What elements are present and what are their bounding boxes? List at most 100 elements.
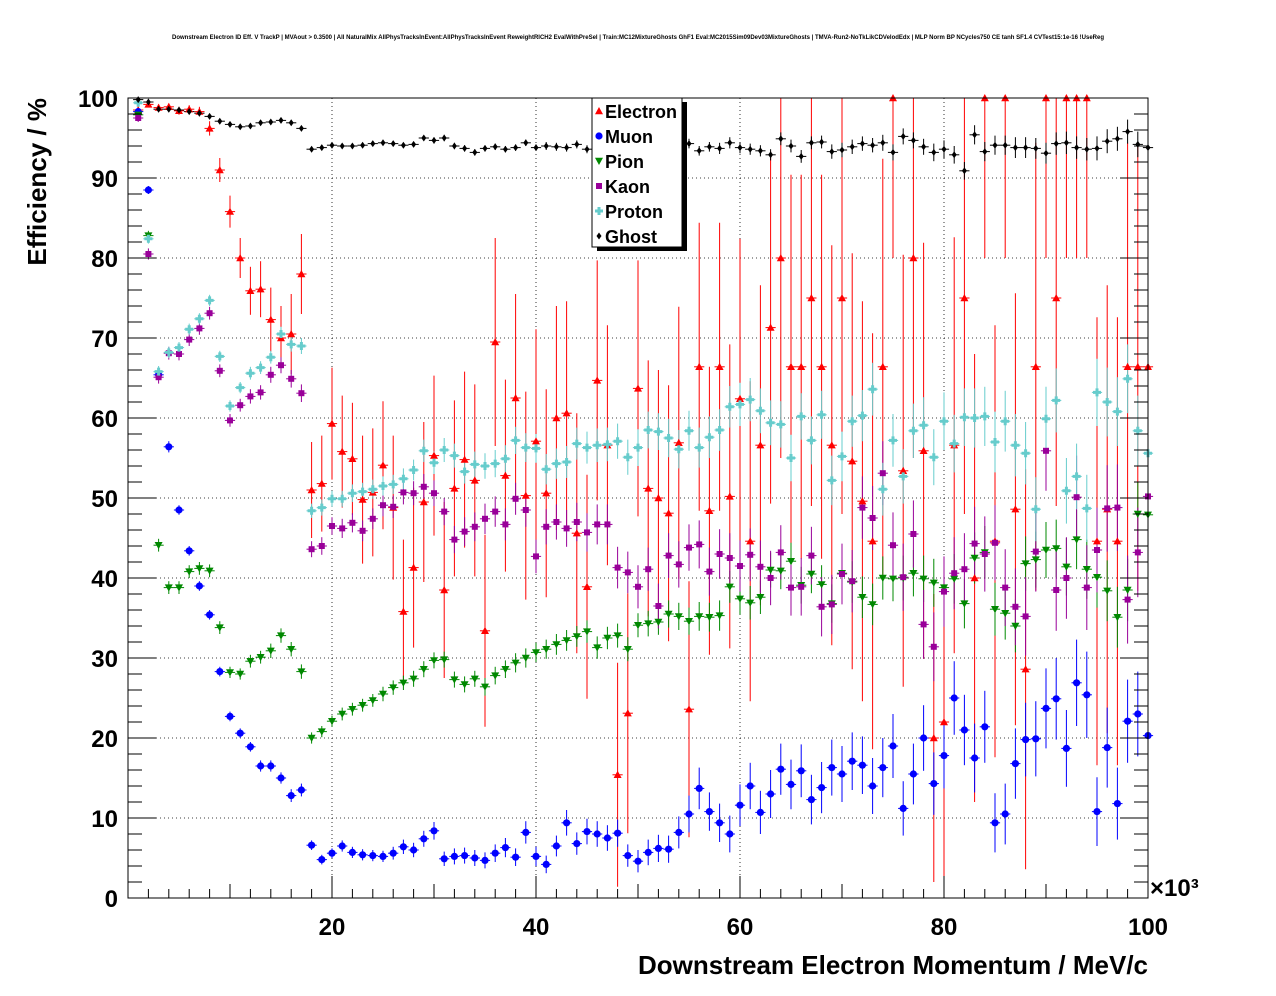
data-point [196, 109, 202, 117]
data-point [685, 426, 693, 435]
data-point [431, 490, 437, 497]
data-point [501, 666, 510, 674]
legend: Electron Muon Pion Kaon Proton Ghost [591, 97, 687, 251]
data-point [583, 443, 591, 452]
data-point [532, 852, 540, 861]
data-point [338, 842, 346, 850]
data-point [717, 144, 723, 152]
data-point [268, 118, 274, 126]
data-point [482, 515, 488, 522]
data-point [665, 552, 672, 559]
data-point [419, 446, 428, 455]
data-point [849, 143, 855, 151]
data-point [1114, 504, 1121, 511]
data-point [472, 148, 478, 156]
data-point [675, 828, 683, 837]
data-point [980, 412, 989, 421]
data-point [970, 414, 979, 422]
data-point [441, 508, 448, 515]
data-point [563, 525, 570, 532]
data-point [481, 462, 489, 470]
data-point [940, 752, 948, 760]
data-point [696, 541, 703, 548]
data-point [542, 646, 551, 654]
data-point [960, 600, 969, 608]
data-point [246, 658, 255, 666]
data-point [919, 446, 928, 454]
data-point [665, 845, 673, 853]
data-point [348, 454, 357, 462]
data-point [1124, 596, 1131, 603]
data-point [176, 351, 182, 357]
y-tick-label: 0 [105, 886, 118, 913]
data-point [135, 115, 142, 121]
data-point [664, 610, 673, 618]
data-point [644, 620, 653, 628]
data-point [409, 563, 418, 571]
data-point [929, 579, 938, 587]
data-point [695, 443, 704, 452]
data-point [868, 601, 877, 609]
data-point [788, 584, 794, 591]
data-point [175, 506, 183, 514]
data-point [206, 611, 214, 619]
data-point [614, 829, 622, 837]
data-point [737, 144, 743, 152]
data-point [991, 438, 999, 446]
data-point [961, 566, 968, 573]
data-point [227, 120, 233, 128]
data-point [827, 476, 836, 485]
data-point [686, 140, 692, 148]
data-point [328, 718, 336, 726]
data-point [450, 484, 459, 492]
data-point [950, 575, 959, 583]
data-point [206, 310, 213, 317]
data-point [339, 142, 345, 150]
data-point [368, 697, 377, 705]
data-point [532, 649, 540, 657]
data-point [1042, 704, 1050, 713]
data-point [470, 675, 479, 683]
x-tick-label: 40 [523, 914, 550, 941]
data-point [715, 612, 724, 620]
data-point [471, 523, 478, 530]
data-point [470, 476, 479, 484]
data-point [583, 828, 591, 836]
data-point [756, 441, 765, 449]
y-tick-label: 20 [91, 726, 118, 753]
data-point [368, 485, 377, 494]
data-point [1113, 800, 1121, 808]
data-point [318, 856, 326, 864]
data-point [205, 296, 214, 305]
data-point [226, 402, 234, 410]
data-point [899, 466, 908, 474]
data-point [1011, 760, 1020, 768]
data-point [1123, 586, 1132, 594]
data-point [542, 465, 551, 474]
data-point [787, 558, 795, 566]
data-point [144, 234, 153, 243]
data-point [868, 385, 877, 394]
data-point [797, 412, 806, 421]
data-point [389, 480, 398, 489]
data-point [1123, 362, 1132, 370]
data-point [246, 286, 255, 294]
data-point [827, 441, 836, 449]
data-point [1042, 546, 1050, 554]
data-point [595, 157, 603, 165]
data-point [716, 819, 724, 827]
data-point [1093, 574, 1101, 582]
data-point [512, 495, 519, 502]
data-point [900, 574, 907, 581]
data-point [460, 467, 469, 476]
data-point [950, 694, 958, 702]
data-point [277, 774, 285, 782]
data-point [868, 537, 877, 545]
data-point [511, 853, 520, 861]
data-point [328, 419, 336, 427]
data-point [645, 566, 652, 573]
data-point [165, 443, 173, 451]
data-point [838, 294, 846, 302]
data-point [767, 790, 775, 798]
x-axis: 20 40 60 80 100 [147, 876, 1168, 941]
